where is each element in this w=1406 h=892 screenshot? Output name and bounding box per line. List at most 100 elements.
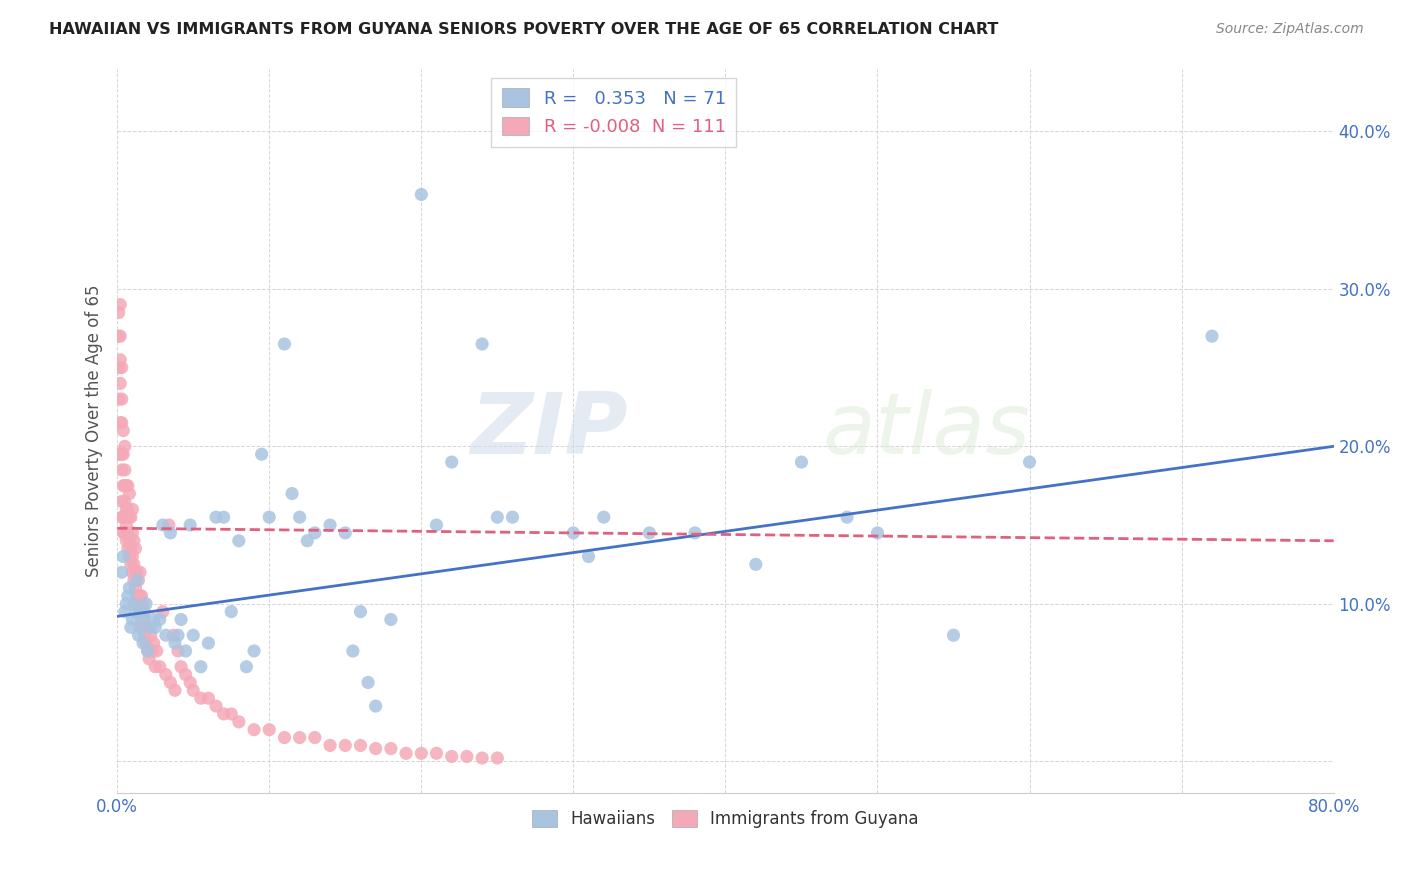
Point xyxy=(181,628,204,642)
Point xyxy=(139,620,162,634)
Point xyxy=(136,644,159,658)
Point xyxy=(335,525,357,540)
Point xyxy=(163,683,186,698)
Point xyxy=(107,360,129,375)
Point xyxy=(395,747,418,761)
Point xyxy=(125,566,148,580)
Point xyxy=(114,494,136,508)
Point xyxy=(114,478,136,492)
Point xyxy=(205,699,228,714)
Point xyxy=(134,628,156,642)
Point xyxy=(243,723,266,737)
Point xyxy=(319,518,342,533)
Text: Source: ZipAtlas.com: Source: ZipAtlas.com xyxy=(1216,22,1364,37)
Point xyxy=(132,620,155,634)
Point xyxy=(349,605,371,619)
Point xyxy=(157,518,180,533)
Point xyxy=(190,691,212,706)
Point xyxy=(111,494,134,508)
Point xyxy=(122,573,145,587)
Point xyxy=(319,739,342,753)
Point xyxy=(425,518,447,533)
Point xyxy=(110,416,132,430)
Point xyxy=(125,573,148,587)
Point xyxy=(129,605,152,619)
Point xyxy=(111,416,134,430)
Point xyxy=(110,376,132,391)
Point xyxy=(110,447,132,461)
Point xyxy=(134,612,156,626)
Point xyxy=(152,518,174,533)
Point xyxy=(257,510,280,524)
Point xyxy=(288,510,311,524)
Point xyxy=(197,691,219,706)
Point xyxy=(121,549,143,564)
Point xyxy=(114,510,136,524)
Point xyxy=(136,620,159,634)
Point xyxy=(149,659,172,673)
Point xyxy=(364,699,387,714)
Point xyxy=(562,525,585,540)
Text: ZIP: ZIP xyxy=(471,389,628,472)
Point xyxy=(111,447,134,461)
Point xyxy=(162,628,184,642)
Point xyxy=(111,360,134,375)
Point xyxy=(115,502,138,516)
Point xyxy=(122,533,145,548)
Point xyxy=(942,628,965,642)
Point xyxy=(380,612,402,626)
Point xyxy=(228,533,250,548)
Point xyxy=(112,525,135,540)
Point xyxy=(335,739,357,753)
Point xyxy=(131,589,153,603)
Point xyxy=(638,525,661,540)
Point xyxy=(174,644,197,658)
Point xyxy=(114,605,136,619)
Point xyxy=(866,525,889,540)
Point xyxy=(124,605,146,619)
Point xyxy=(135,636,157,650)
Point xyxy=(122,558,145,572)
Point xyxy=(121,525,143,540)
Point xyxy=(159,675,181,690)
Point xyxy=(1018,455,1040,469)
Point xyxy=(440,455,463,469)
Point xyxy=(219,706,242,721)
Point xyxy=(112,549,135,564)
Point xyxy=(155,667,177,681)
Point xyxy=(190,659,212,673)
Point xyxy=(131,605,153,619)
Point xyxy=(120,620,142,634)
Point xyxy=(304,731,326,745)
Point xyxy=(411,187,433,202)
Point xyxy=(112,478,135,492)
Point xyxy=(142,612,165,626)
Point xyxy=(288,731,311,745)
Point xyxy=(118,581,141,595)
Point xyxy=(250,447,273,461)
Point xyxy=(163,636,186,650)
Point xyxy=(115,478,138,492)
Point xyxy=(228,714,250,729)
Point xyxy=(107,447,129,461)
Text: atlas: atlas xyxy=(823,389,1031,472)
Point xyxy=(107,329,129,343)
Text: HAWAIIAN VS IMMIGRANTS FROM GUYANA SENIORS POVERTY OVER THE AGE OF 65 CORRELATIO: HAWAIIAN VS IMMIGRANTS FROM GUYANA SENIO… xyxy=(49,22,998,37)
Point xyxy=(170,659,193,673)
Point xyxy=(111,463,134,477)
Point xyxy=(117,525,139,540)
Point xyxy=(112,447,135,461)
Point xyxy=(120,558,142,572)
Point xyxy=(112,510,135,524)
Point xyxy=(129,589,152,603)
Point xyxy=(114,463,136,477)
Point xyxy=(132,636,155,650)
Point xyxy=(152,605,174,619)
Point xyxy=(110,329,132,343)
Point xyxy=(411,747,433,761)
Point xyxy=(219,605,242,619)
Point xyxy=(683,525,706,540)
Point xyxy=(143,659,166,673)
Point xyxy=(281,486,304,500)
Point xyxy=(120,541,142,556)
